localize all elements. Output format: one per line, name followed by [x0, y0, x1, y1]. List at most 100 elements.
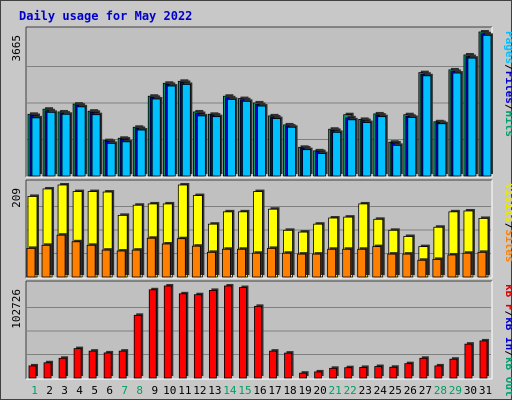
bottom-kb-f-bar-day-11: [178, 293, 187, 379]
middle-sites-bar-day-20: [312, 253, 322, 278]
x-tick-label-25: 25: [389, 384, 402, 397]
legend-top-1: /: [503, 64, 512, 71]
middle-sites-bar-day-9: [146, 237, 156, 278]
middle-sites-bar-day-11: [176, 238, 186, 278]
bottom-kb-f-bar-day-23: [359, 367, 368, 379]
middle-sites-bar-day-24: [372, 246, 382, 278]
top-pages-bar-day-9: [151, 98, 161, 177]
middle-sites-bar-day-26: [402, 253, 412, 278]
x-tick-label-20: 20: [314, 384, 327, 397]
bottom-kb-f-bar-day-30: [464, 343, 473, 379]
x-tick-label-31: 31: [479, 384, 492, 397]
bottom-kb-f-bar-day-8: [133, 314, 142, 379]
legend-middle-2: Sites: [503, 229, 512, 262]
top-pages-bar-day-13: [211, 116, 221, 177]
chart-title: Daily usage for May 2022: [19, 9, 192, 23]
middle-sites-bar-day-17: [267, 247, 276, 278]
x-tick-label-9: 9: [151, 384, 158, 397]
top-pages-bar-day-31: [482, 34, 492, 177]
middle-sites-bar-day-3: [56, 234, 66, 278]
panel-top-ymax-label: 3665: [10, 35, 23, 62]
legend-middle-1: /: [503, 223, 512, 230]
bottom-kb-f-bar-day-14: [224, 285, 232, 379]
top-pages-bar-day-30: [467, 57, 477, 177]
x-tick-label-21: 21: [329, 384, 342, 397]
top-pages-bar-day-8: [136, 129, 146, 177]
middle-sites-bar-day-22: [342, 248, 352, 278]
x-tick-label-1: 1: [31, 384, 38, 397]
middle-sites-bar-day-21: [327, 248, 337, 278]
x-tick-label-13: 13: [208, 384, 221, 397]
legend-bottom-4: kB Out: [503, 357, 512, 397]
panel-middle-legend: Visits/Sites: [503, 183, 512, 263]
top-pages-bar-day-28: [437, 123, 447, 177]
middle-sites-bar-day-23: [357, 248, 367, 278]
bottom-kb-f-bar-day-9: [148, 289, 157, 379]
x-tick-label-5: 5: [91, 384, 98, 397]
bottom-kb-f-bar-day-29: [449, 358, 458, 379]
bottom-kb-f-bar-day-19: [299, 372, 307, 379]
x-tick-label-15: 15: [238, 384, 251, 397]
x-tick-label-16: 16: [253, 384, 266, 397]
legend-bottom-3: /: [503, 350, 512, 357]
top-pages-bar-day-17: [272, 118, 281, 177]
bottom-kb-f-bar-day-21: [329, 367, 338, 379]
top-pages-bar-day-2: [46, 111, 56, 177]
top-pages-bar-day-24: [377, 116, 387, 177]
x-tick-label-26: 26: [404, 384, 417, 397]
middle-sites-bar-day-30: [462, 252, 472, 278]
x-tick-label-29: 29: [449, 384, 462, 397]
middle-sites-bar-day-14: [222, 248, 231, 278]
middle-sites-bar-day-6: [101, 249, 111, 278]
bottom-kb-f-bar-day-26: [404, 363, 413, 379]
bottom-kb-f-bar-day-17: [269, 350, 277, 379]
middle-sites-bar-day-29: [447, 254, 457, 278]
middle-sites-bar-day-10: [161, 243, 171, 278]
legend-bottom-2: kB In: [503, 317, 512, 350]
middle-sites-bar-day-27: [417, 259, 427, 278]
legend-top-3: /: [503, 104, 512, 111]
bottom-kb-f-bar-day-2: [43, 362, 52, 379]
top-pages-bar-day-25: [392, 144, 402, 177]
panel-middle-ymax-label: 209: [10, 188, 23, 208]
middle-sites-bar-day-25: [387, 253, 397, 278]
x-tick-label-18: 18: [283, 384, 296, 397]
top-pages-bar-day-27: [422, 75, 432, 177]
top-pages-bar-day-12: [196, 115, 206, 177]
legend-bottom-0: kB F: [503, 284, 512, 311]
bottom-kb-f-bar-day-6: [103, 352, 112, 379]
x-tick-label-30: 30: [464, 384, 477, 397]
top-pages-bar-day-23: [362, 122, 372, 177]
middle-sites-bar-day-31: [477, 251, 487, 278]
middle-sites-bar-day-5: [86, 244, 96, 278]
x-tick-label-12: 12: [193, 384, 206, 397]
bottom-kb-f-bar-day-31: [479, 340, 488, 379]
bottom-kb-f-bar-day-22: [344, 367, 353, 379]
bottom-kb-f-bar-day-15: [239, 287, 247, 379]
top-pages-bar-day-10: [166, 85, 176, 177]
top-pages-bar-day-1: [31, 117, 41, 177]
top-pages-bar-day-15: [242, 100, 251, 177]
top-pages-bar-day-26: [407, 117, 417, 177]
x-tick-label-7: 7: [121, 384, 128, 397]
middle-sites-bar-day-4: [71, 241, 81, 278]
panel-top-legend: Pages/Files/Hits: [503, 31, 512, 137]
middle-sites-bar-day-1: [26, 247, 36, 278]
legend-top-0: Pages: [503, 31, 512, 64]
bottom-kb-f-bar-day-27: [419, 357, 428, 379]
bottom-kb-f-bar-day-7: [118, 350, 127, 379]
x-tick-label-23: 23: [359, 384, 372, 397]
top-pages-bar-day-20: [317, 153, 327, 177]
middle-sites-bar-day-16: [252, 252, 261, 278]
x-tick-label-6: 6: [106, 384, 113, 397]
middle-sites-bar-day-13: [206, 251, 216, 278]
middle-sites-bar-day-7: [116, 250, 126, 278]
middle-sites-bar-day-28: [432, 258, 442, 278]
middle-sites-bar-day-2: [41, 244, 51, 278]
bottom-kb-f-bar-day-24: [374, 366, 383, 379]
bottom-kb-f-bar-day-4: [73, 348, 82, 379]
bottom-kb-f-bar-day-18: [284, 352, 292, 379]
x-tick-label-14: 14: [223, 384, 237, 397]
